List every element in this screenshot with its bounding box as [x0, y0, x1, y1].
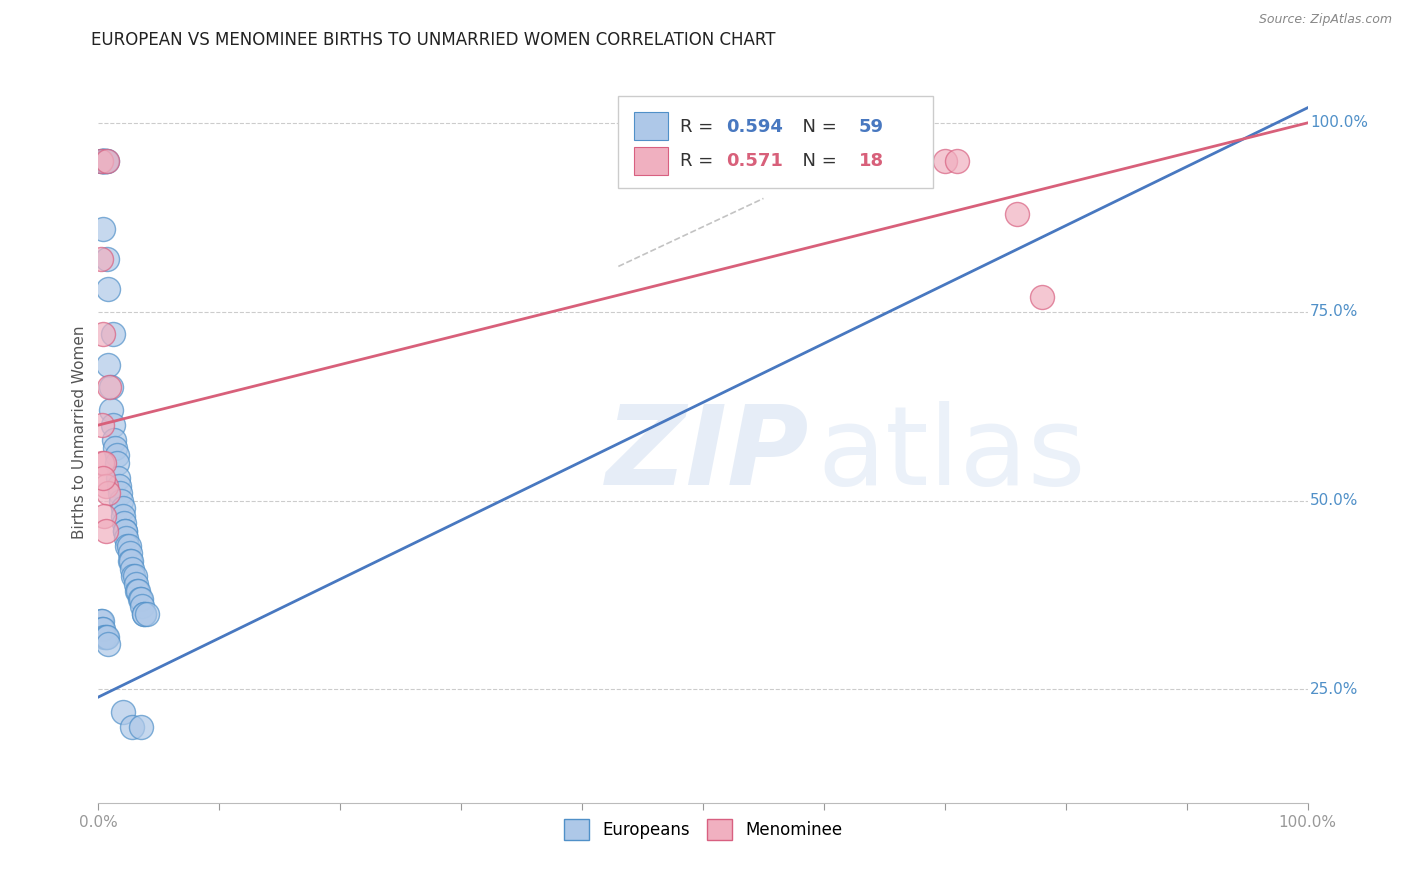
Point [135, 607, 157, 621]
Text: 100.0%: 100.0% [1310, 115, 1368, 130]
Text: 59: 59 [859, 118, 884, 136]
Point [91, 153, 114, 168]
Point [837, 153, 859, 168]
Point [128, 591, 150, 606]
Point [125, 576, 148, 591]
Text: ZIP: ZIP [606, 401, 810, 508]
Point [91, 153, 114, 168]
Point [1031, 290, 1053, 304]
Point [97, 637, 120, 651]
Point [107, 471, 129, 485]
Point [91, 327, 114, 342]
Point [94, 524, 117, 538]
Point [118, 539, 141, 553]
Point [90, 615, 112, 629]
FancyBboxPatch shape [619, 95, 932, 188]
Point [122, 569, 145, 583]
Point [131, 599, 153, 614]
Point [94, 153, 117, 168]
Point [134, 607, 156, 621]
Point [104, 441, 127, 455]
Point [105, 448, 128, 462]
Point [108, 486, 131, 500]
Point [90, 153, 112, 168]
FancyBboxPatch shape [634, 147, 668, 175]
Point [91, 418, 114, 433]
Point [934, 153, 956, 168]
Point [111, 705, 134, 719]
Point [94, 153, 117, 168]
Point [134, 607, 156, 621]
Point [101, 327, 124, 342]
Point [96, 252, 118, 266]
Point [121, 561, 143, 575]
Point [111, 501, 134, 516]
Point [94, 630, 117, 644]
Point [112, 516, 135, 531]
Point [103, 433, 125, 447]
Point [90, 252, 112, 266]
Point [97, 486, 120, 500]
Text: 50.0%: 50.0% [1310, 493, 1358, 508]
Point [110, 493, 132, 508]
Point [93, 508, 115, 523]
Text: 75.0%: 75.0% [1310, 304, 1358, 319]
Point [127, 584, 149, 599]
Point [118, 547, 141, 561]
Point [96, 153, 118, 168]
Point [90, 153, 112, 168]
Point [93, 456, 115, 470]
Legend: Europeans, Menominee: Europeans, Menominee [557, 813, 849, 847]
Point [93, 630, 115, 644]
Point [129, 720, 152, 734]
Point [98, 380, 121, 394]
Point [120, 554, 142, 568]
FancyBboxPatch shape [634, 112, 668, 140]
Point [96, 153, 118, 168]
Point [129, 591, 152, 606]
Text: 0.571: 0.571 [725, 152, 783, 169]
Point [115, 532, 138, 546]
Text: N =: N = [792, 152, 842, 169]
Point [91, 471, 114, 485]
Point [91, 615, 114, 629]
Text: N =: N = [792, 118, 842, 136]
Point [105, 456, 128, 470]
Point [93, 153, 115, 168]
Point [111, 508, 134, 523]
Point [91, 456, 114, 470]
Text: 18: 18 [859, 152, 884, 169]
Text: 0.594: 0.594 [725, 118, 783, 136]
Point [121, 720, 143, 734]
Point [97, 358, 120, 372]
Text: R =: R = [681, 152, 718, 169]
Point [91, 622, 114, 636]
Point [108, 478, 131, 492]
Point [101, 418, 124, 433]
Point [96, 630, 118, 644]
Point [93, 153, 115, 168]
Text: EUROPEAN VS MENOMINEE BIRTHS TO UNMARRIED WOMEN CORRELATION CHART: EUROPEAN VS MENOMINEE BIRTHS TO UNMARRIE… [91, 31, 776, 49]
Text: R =: R = [681, 118, 718, 136]
Point [94, 478, 117, 492]
Point [118, 554, 141, 568]
Text: Source: ZipAtlas.com: Source: ZipAtlas.com [1258, 13, 1392, 27]
Point [114, 524, 136, 538]
Point [91, 622, 114, 636]
Point [127, 584, 149, 599]
Point [124, 569, 146, 583]
Point [100, 403, 122, 417]
Point [91, 221, 114, 235]
Point [114, 524, 136, 538]
Text: 25.0%: 25.0% [1310, 682, 1358, 697]
Y-axis label: Births to Unmarried Women: Births to Unmarried Women [72, 326, 87, 540]
Point [117, 539, 139, 553]
Point [91, 153, 114, 168]
Point [91, 153, 114, 168]
Point [100, 380, 122, 394]
Text: atlas: atlas [818, 401, 1087, 508]
Point [946, 153, 969, 168]
Point [1007, 206, 1029, 220]
Point [97, 282, 120, 296]
